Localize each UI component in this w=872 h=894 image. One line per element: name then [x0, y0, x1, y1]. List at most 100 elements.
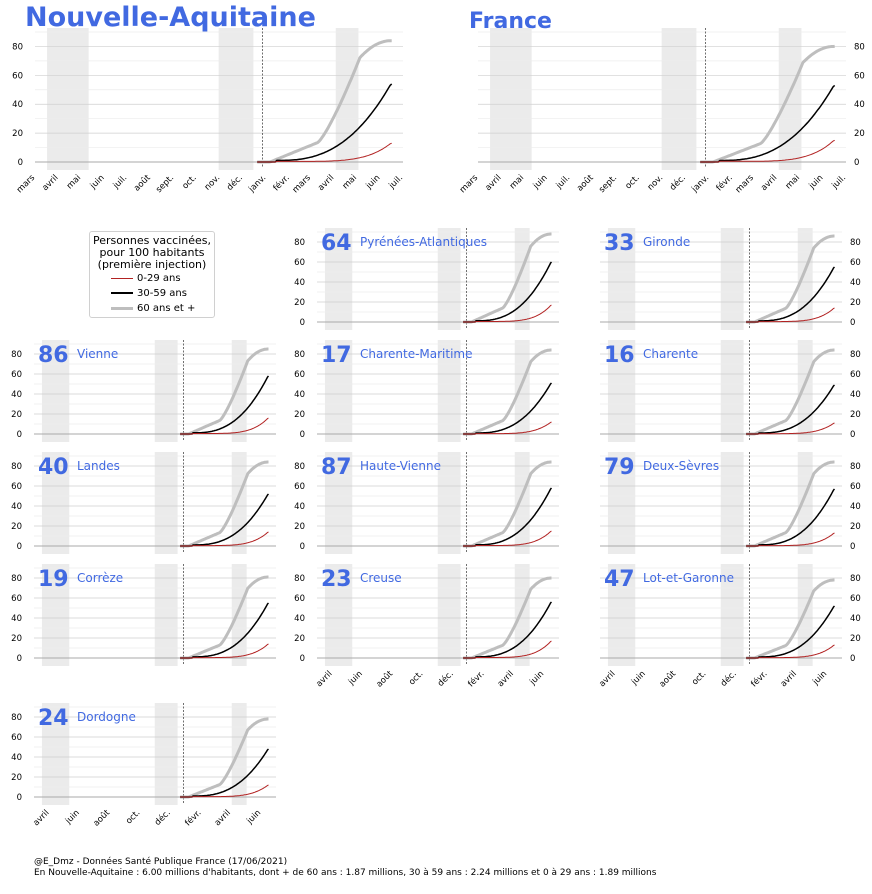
legend: Personnes vaccinées, pour 100 habitants …: [89, 231, 215, 318]
x-tick-label: août: [658, 669, 679, 690]
panel-33: 0 20 40 60 80 33 Gironde: [600, 228, 861, 330]
x-tick-label: avril: [316, 173, 336, 193]
panel-40: 0 20 40 60 80 40 Landes: [11, 452, 276, 554]
y-tick-label: 60: [850, 258, 861, 268]
x-tick-label: avril: [314, 669, 334, 689]
y-tick-label: 0: [18, 158, 23, 168]
x-tick-label: mars: [734, 173, 757, 196]
shaded-period: [437, 340, 461, 442]
shaded-period: [490, 28, 532, 170]
x-tick-label: févr.: [749, 668, 770, 689]
series-60-plus: [700, 44, 835, 164]
x-tick-label: oct.: [407, 669, 425, 687]
series-30-59: [180, 493, 270, 547]
shaded-period: [514, 564, 530, 666]
shaded-period: [47, 28, 89, 170]
panel-86: 0 20 40 60 80 86 Vienne: [11, 340, 276, 442]
y-tick-label: 60: [12, 71, 23, 81]
y-tick-label: 80: [294, 238, 305, 248]
department-name: Lot-et-Garonne: [643, 571, 734, 585]
y-tick-label: 40: [854, 100, 865, 110]
shaded-period: [607, 228, 636, 330]
y-tick-label: 60: [11, 594, 22, 604]
shaded-period: [720, 340, 744, 442]
shaded-period: [41, 703, 70, 805]
x-tick-label: févr.: [714, 172, 735, 193]
series-0-29: [746, 422, 835, 435]
y-tick-label: 60: [11, 370, 22, 380]
series-30-59: [257, 83, 393, 163]
x-tick-label: juin: [810, 669, 829, 688]
department-code: 23: [321, 567, 352, 592]
y-tick-label: 60: [11, 733, 22, 743]
series-0-29: [463, 421, 552, 435]
x-tick-label: oct.: [624, 173, 642, 191]
x-tick-label: mars: [291, 173, 314, 196]
series-60-plus: [745, 234, 836, 324]
y-tick-label: 40: [11, 753, 22, 763]
panel-19: 0 20 40 60 80 19 Corrèze: [11, 564, 276, 666]
shaded-period: [218, 28, 254, 170]
department-name: Landes: [77, 459, 120, 473]
department-code: 33: [604, 231, 635, 256]
x-tick-label: déc.: [718, 668, 739, 689]
legend-swatch-young: [111, 278, 133, 279]
x-tick-label: janv.: [246, 173, 268, 195]
y-tick-label: 0: [17, 654, 22, 664]
series-60-plus: [462, 460, 553, 548]
shaded-period: [778, 28, 802, 170]
x-tick-label: juin: [88, 173, 107, 192]
x-tick-label: oct.: [181, 173, 199, 191]
shaded-period: [514, 340, 530, 442]
y-tick-label: 60: [850, 594, 861, 604]
y-tick-label: 80: [11, 462, 22, 472]
shaded-period: [41, 340, 70, 442]
x-tick-label: sept.: [597, 173, 619, 195]
x-tick-label: mai: [784, 173, 802, 191]
legend-entry-old: 60 ans et +: [90, 302, 216, 316]
shaded-period: [154, 340, 178, 442]
department-name: Gironde: [643, 235, 690, 249]
y-tick-label: 80: [11, 713, 22, 723]
x-tick-label: avril: [759, 173, 779, 193]
y-tick-label: 20: [294, 634, 305, 644]
x-tick-label: oct.: [124, 808, 142, 826]
y-tick-label: 20: [294, 298, 305, 308]
shaded-period: [437, 452, 461, 554]
legend-title: Personnes vaccinées, pour 100 habitants …: [92, 234, 212, 271]
series-60-plus: [462, 348, 553, 436]
panel-23: 0 20 40 60 80 avril juin août oct. déc. févr. avril…: [294, 564, 559, 690]
panel-64: 0 20 40 60 80 64 Pyrénées-Atlantiques: [294, 228, 559, 330]
series-30-59: [463, 382, 553, 435]
department-code: 40: [38, 455, 69, 480]
department-name: Pyrénées-Atlantiques: [360, 235, 487, 249]
x-tick-label: juil.: [111, 173, 130, 192]
y-tick-label: 80: [850, 238, 861, 248]
x-tick-label: avril: [483, 173, 503, 193]
y-tick-label: 40: [850, 614, 861, 624]
panel-17: 0 20 40 60 80 17 Charente-Maritime: [294, 340, 559, 442]
series-60-plus: [462, 576, 553, 660]
y-tick-label: 60: [11, 482, 22, 492]
x-tick-label: mai: [508, 173, 526, 191]
x-tick-label: juin: [364, 173, 383, 192]
y-tick-label: 0: [300, 318, 305, 328]
shaded-period: [607, 340, 636, 442]
shaded-period: [324, 228, 353, 330]
department-code: 17: [321, 343, 352, 368]
shaded-period: [41, 564, 70, 666]
x-tick-label: févr.: [466, 668, 487, 689]
series-0-29: [463, 530, 552, 547]
x-tick-label: mars: [15, 173, 38, 196]
x-tick-label: juin: [531, 173, 550, 192]
series-60-plus: [745, 578, 836, 660]
x-tick-label: août: [132, 173, 153, 194]
series-60-plus: [179, 347, 270, 436]
panel-24: 0 20 40 60 80 avril juin août oct. déc. févr. avril…: [11, 703, 276, 829]
y-tick-label: 80: [11, 350, 22, 360]
series-30-59: [746, 266, 836, 323]
y-tick-label: 20: [854, 129, 865, 139]
shaded-period: [154, 564, 178, 666]
